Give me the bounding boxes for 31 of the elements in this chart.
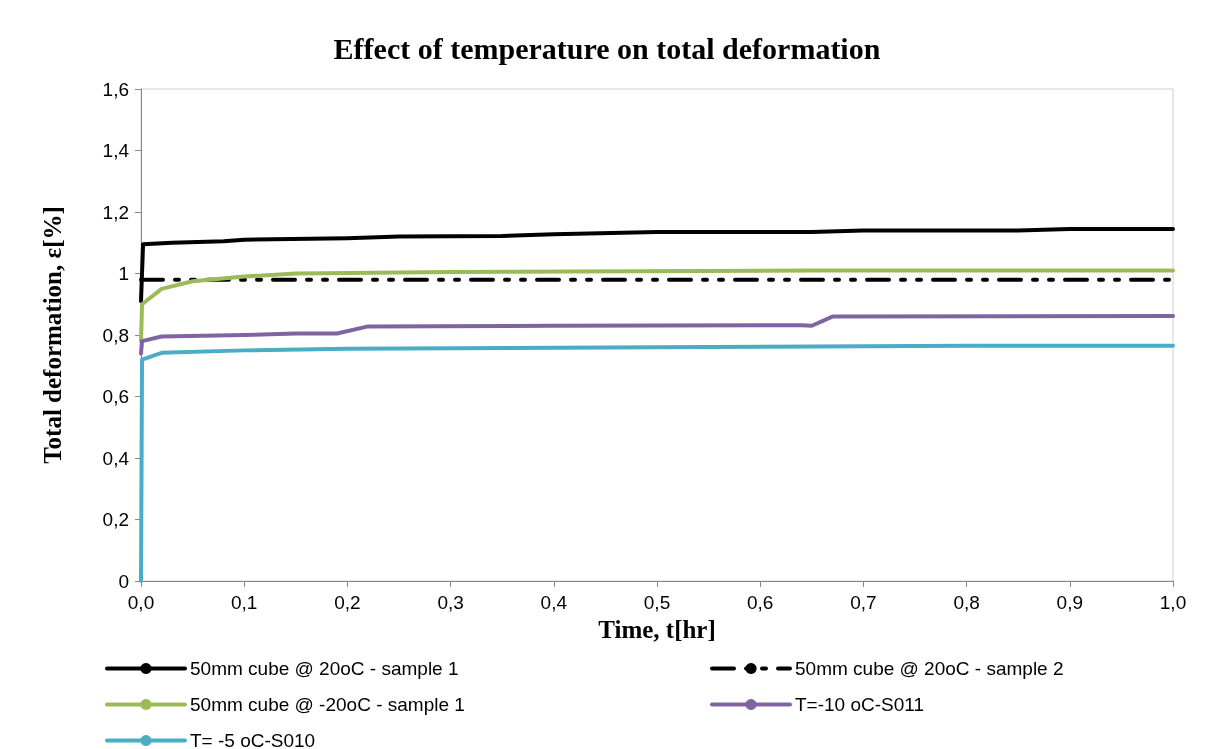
legend-label: T=-10 oC-S011 (795, 694, 925, 715)
x-tick-label: 0,0 (127, 592, 155, 613)
y-tick-label: 1,6 (102, 78, 129, 100)
x-tick-label: 0,7 (850, 592, 877, 613)
x-tick-label: 0,5 (643, 592, 671, 613)
line-series (139, 268, 1175, 344)
y-tick-label: 0,2 (102, 509, 129, 530)
x-tick-label: 0,4 (540, 592, 568, 613)
chart-title: Effect of temperature on total deformation (333, 31, 881, 65)
y-tick-label: 1 (118, 263, 129, 284)
x-tick-label: 0,2 (334, 592, 361, 613)
x-tick-label: 0,9 (1056, 592, 1084, 613)
legend-label: 50mm cube @ -20oC - sample 1 (190, 694, 465, 715)
x-tick-label: 0,8 (953, 592, 980, 613)
legend-label: 50mm cube @ 20oC - sample 1 (190, 658, 459, 679)
x-tick-label: 0,3 (437, 592, 464, 613)
y-tick-label: 1,4 (102, 140, 130, 161)
legend-label: 50mm cube @ 20oC - sample 2 (795, 658, 1064, 679)
x-tick-label: 0,6 (746, 592, 774, 613)
line-series (139, 226, 1175, 304)
y-tick-label: 0 (118, 570, 129, 592)
y-tick-label: 1,2 (102, 201, 129, 223)
y-tick-label: 0,6 (102, 386, 129, 407)
x-axis-title: Time, t[hr] (598, 615, 716, 643)
y-tick-label: 0,8 (102, 324, 129, 346)
y-tick-label: 0,4 (102, 447, 130, 469)
y-axis-title: Total deformation, ε[%] (39, 206, 66, 464)
x-tick-label: 0,1 (230, 592, 258, 613)
line-series (139, 313, 1175, 356)
x-tick-label: 1,0 (1159, 592, 1187, 613)
legend-label: T= -5 oC-S010 (190, 730, 316, 749)
